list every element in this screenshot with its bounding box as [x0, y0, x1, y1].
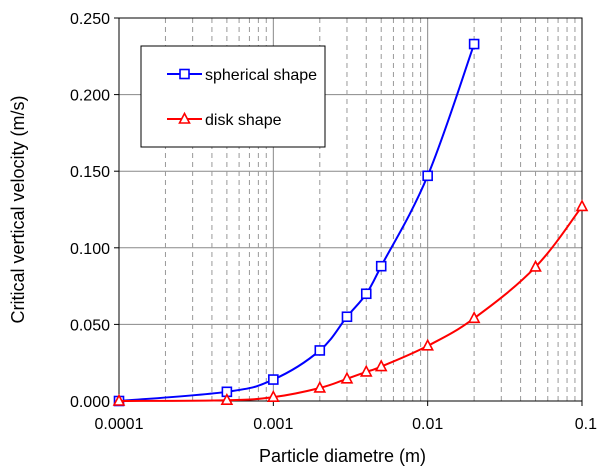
y-axis-title: Critical vertical velocity (m/s) — [8, 95, 28, 323]
legend-label: spherical shape — [205, 67, 317, 84]
data-point — [268, 374, 279, 385]
data-point — [529, 259, 542, 272]
data-point — [422, 170, 433, 182]
legend-item: spherical shape — [167, 67, 317, 84]
x-axis-title: Particle diametre (m) — [259, 446, 426, 466]
axes: 0.000 0.050 0.100 0.150 0.200 0.250 0.0001 0.00… — [70, 11, 597, 433]
data-point — [314, 345, 326, 356]
series-layer — [112, 38, 589, 407]
data-point — [313, 380, 327, 393]
series-disk — [112, 199, 589, 406]
data-point — [421, 338, 434, 351]
x-tick-label: 0.01 — [412, 416, 443, 433]
x-tick-label: 0.0001 — [95, 416, 144, 433]
y-tick-label: 0.100 — [70, 241, 110, 258]
data-point — [468, 38, 480, 50]
data-point — [575, 199, 589, 212]
data-point — [341, 311, 353, 323]
data-point — [340, 371, 354, 384]
data-point — [375, 260, 387, 272]
legend-marker — [179, 68, 190, 80]
legend-label: disk shape — [205, 112, 282, 129]
data-point — [267, 389, 280, 402]
data-point — [467, 311, 481, 324]
axis-labels: Particle diametre (m) Critical vertical v… — [8, 95, 426, 466]
legend-marker — [178, 111, 191, 124]
y-tick-label: 0.250 — [70, 11, 110, 28]
data-point — [112, 393, 126, 406]
x-tick-label: 0.1 — [575, 416, 597, 433]
y-tick-label: 0.050 — [70, 317, 110, 334]
legend-box — [140, 45, 326, 148]
y-tick-label: 0.150 — [70, 164, 110, 181]
x-tick-label: 0.001 — [253, 416, 293, 433]
data-point — [360, 288, 372, 300]
y-tick-label: 0.200 — [70, 88, 110, 105]
data-point — [359, 364, 373, 377]
legend-item: disk shape — [167, 111, 282, 129]
y-tick-label: 0.000 — [70, 394, 110, 411]
data-point — [220, 393, 234, 406]
legend: spherical shape disk shape — [140, 45, 326, 148]
data-point — [374, 359, 388, 372]
